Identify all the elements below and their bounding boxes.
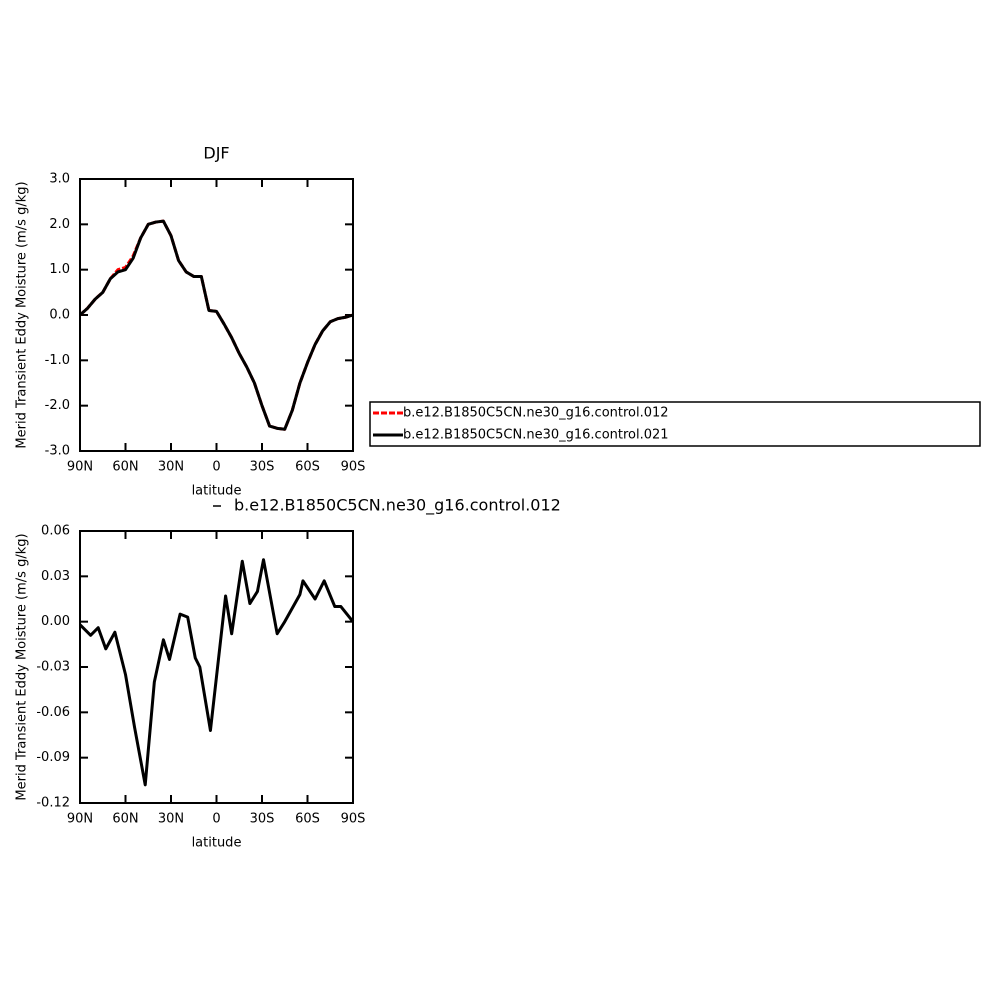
y-axis-label: Merid Transient Eddy Moisture (m/s g/kg) [15, 181, 30, 448]
y-tick-label: 0.0 [49, 308, 70, 323]
series-line [78, 219, 354, 431]
x-tick-label: 60S [295, 460, 320, 475]
y-tick-label: 0.00 [41, 614, 70, 629]
x-tick-label: 30S [250, 460, 275, 475]
y-tick-label: -0.03 [36, 660, 70, 675]
x-tick-label: 60S [295, 812, 320, 827]
x-tick-label: 90N [67, 812, 93, 827]
y-tick-label: -0.12 [36, 796, 70, 811]
y-tick-label: -0.06 [36, 705, 70, 720]
x-tick-label: 90S [341, 812, 366, 827]
plot-frame [79, 530, 354, 804]
y-tick-label: -2.0 [45, 398, 70, 413]
plot-frame [79, 178, 354, 452]
series-line [78, 219, 354, 431]
legend-box [369, 401, 981, 447]
y-tick-label: 1.0 [49, 262, 70, 277]
legend-label: b.e12.B1850C5CN.ne30_g16.control.021 [403, 428, 669, 443]
chart-title: DJF [203, 144, 229, 163]
y-tick-label: 2.0 [49, 217, 70, 232]
y-tick-label: 3.0 [49, 172, 70, 187]
y-axis-label: Merid Transient Eddy Moisture (m/s g/kg) [15, 533, 30, 800]
y-tick-label: -1.0 [45, 353, 70, 368]
x-tick-label: 30N [158, 812, 184, 827]
x-tick-label: 90N [67, 460, 93, 475]
x-tick-label: 30S [250, 812, 275, 827]
x-tick-label: 0 [212, 812, 220, 827]
legend-label: b.e12.B1850C5CN.ne30_g16.control.012 [403, 406, 669, 421]
x-tick-label: 0 [212, 460, 220, 475]
y-tick-label: 0.03 [41, 569, 70, 584]
y-tick-label: -0.09 [36, 750, 70, 765]
legend-label: b.e12.B1850C5CN.ne30_g16.control.012 [234, 496, 561, 516]
x-tick-label: 60N [112, 812, 138, 827]
x-tick-label: 30N [158, 460, 184, 475]
y-tick-label: -3.0 [45, 444, 70, 459]
x-axis-label: latitude [192, 484, 242, 499]
y-tick-label: 0.06 [41, 524, 70, 539]
x-tick-label: 60N [112, 460, 138, 475]
series-line [78, 558, 355, 787]
x-tick-label: 90S [341, 460, 366, 475]
x-axis-label: latitude [192, 836, 242, 851]
